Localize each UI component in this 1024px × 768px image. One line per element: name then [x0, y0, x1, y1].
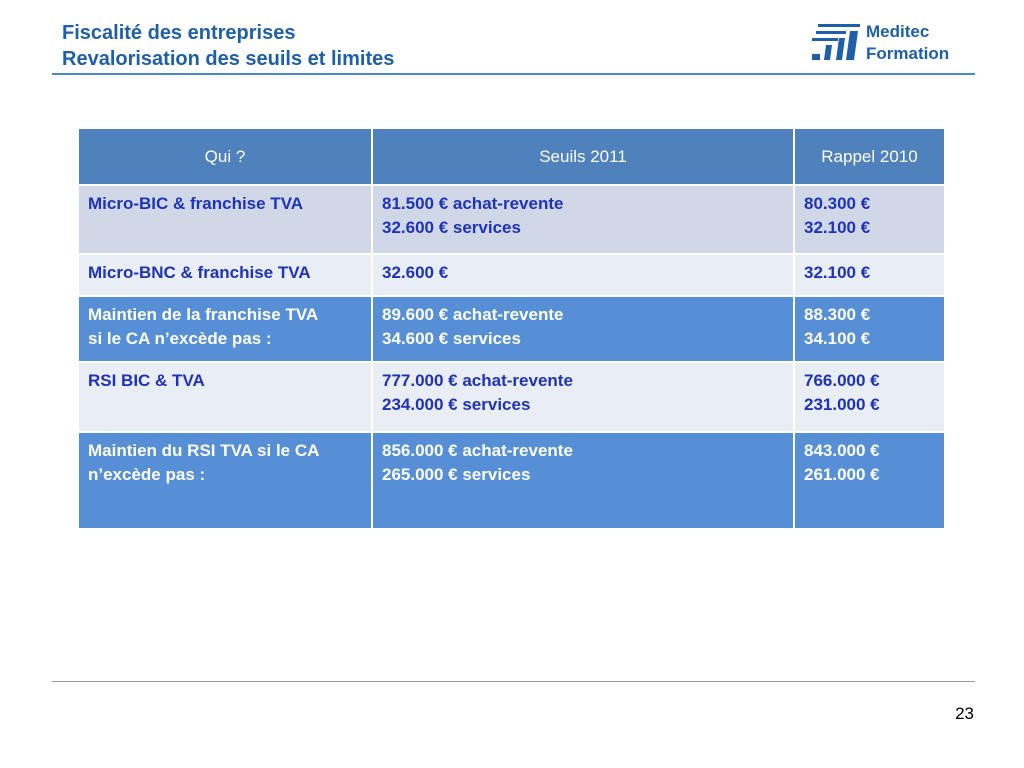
title-line-2: Revalorisation des seuils et limites — [62, 48, 395, 70]
cell-seuils-2011: 777.000 € achat-revente 234.000 € servic… — [371, 361, 795, 433]
thresholds-table: Qui ? Seuils 2011 Rappel 2010 Micro-BIC … — [77, 127, 946, 530]
page-title: Fiscalité des entreprises Revalorisation… — [62, 20, 394, 72]
table-row: RSI BIC & TVA 777.000 € achat-revente 23… — [77, 361, 946, 433]
column-header-rappel-2010: Rappel 2010 — [793, 127, 946, 186]
table-row: Micro-BNC & franchise TVA 32.600 € 32.10… — [77, 253, 946, 297]
logo-text: Meditec Formation — [866, 21, 949, 65]
cell-seuils-2011: 856.000 € achat-revente 265.000 € servic… — [371, 431, 795, 530]
column-header-seuils-2011: Seuils 2011 — [371, 127, 795, 186]
cell-seuils-2011: 32.600 € — [371, 253, 795, 297]
logo-line-1: Meditec — [866, 22, 930, 41]
page-number: 23 — [955, 704, 974, 723]
header-divider — [52, 73, 975, 75]
cell-qui: RSI BIC & TVA — [77, 361, 373, 433]
table-header-row: Qui ? Seuils 2011 Rappel 2010 — [77, 127, 946, 186]
cell-rappel-2010: 843.000 € 261.000 € — [793, 431, 946, 530]
cell-seuils-2011: 89.600 € achat-revente 34.600 € services — [371, 295, 795, 363]
table-row: Maintien de la franchise TVA si le CA n’… — [77, 295, 946, 363]
cell-rappel-2010: 32.100 € — [793, 253, 946, 297]
meditec-logo-icon — [812, 24, 860, 60]
cell-rappel-2010: 88.300 € 34.100 € — [793, 295, 946, 363]
cell-qui: Maintien de la franchise TVA si le CA n’… — [77, 295, 373, 363]
title-line-1: Fiscalité des entreprises — [62, 22, 296, 44]
cell-qui: Maintien du RSI TVA si le CA n’excède pa… — [77, 431, 373, 530]
table-row: Micro-BIC & franchise TVA 81.500 € achat… — [77, 184, 946, 255]
table-row: Maintien du RSI TVA si le CA n’excède pa… — [77, 431, 946, 530]
column-header-qui: Qui ? — [77, 127, 373, 186]
cell-rappel-2010: 766.000 € 231.000 € — [793, 361, 946, 433]
cell-seuils-2011: 81.500 € achat-revente 32.600 € services — [371, 184, 795, 255]
cell-qui: Micro-BNC & franchise TVA — [77, 253, 373, 297]
logo-line-2: Formation — [866, 44, 950, 63]
footer-divider — [52, 681, 975, 682]
cell-rappel-2010: 80.300 € 32.100 € — [793, 184, 946, 255]
meditec-logo: Meditec Formation — [812, 21, 977, 67]
cell-qui: Micro-BIC & franchise TVA — [77, 184, 373, 255]
